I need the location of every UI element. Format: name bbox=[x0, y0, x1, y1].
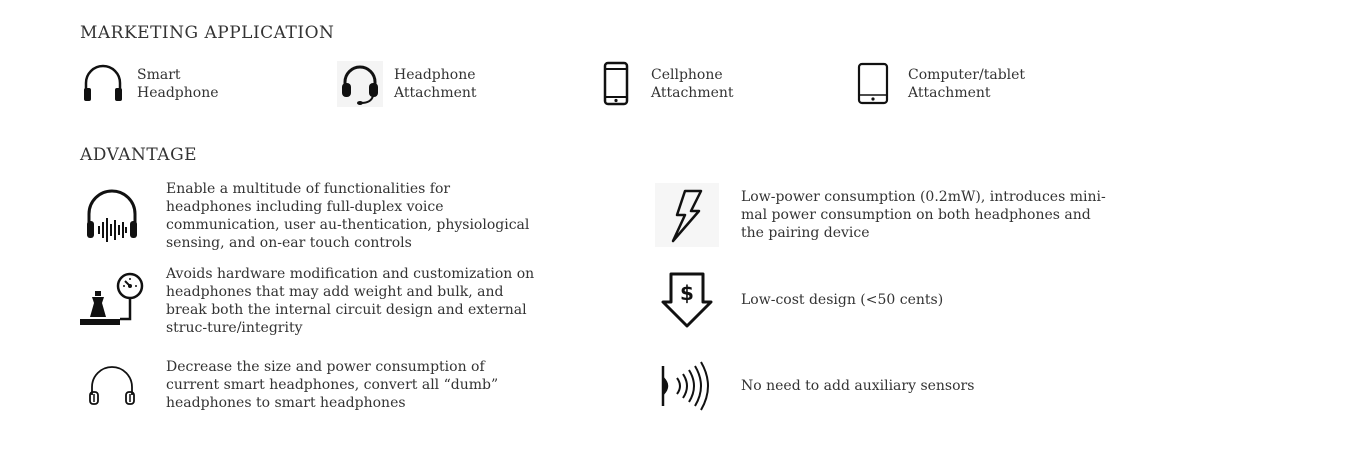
headphone-icon bbox=[80, 61, 126, 107]
advantage-text: Decrease the size and power consumption … bbox=[166, 359, 499, 411]
advantage-text: Low-power consumption (0.2mW), introduce… bbox=[741, 189, 1106, 241]
advantage-text: No need to add auxiliary sensors bbox=[741, 378, 975, 394]
advantage-item: $ Low-cost design (<50 cents) bbox=[655, 268, 1115, 332]
app-label-line2: Attachment bbox=[908, 85, 991, 101]
app-label-line1: Cellphone bbox=[651, 67, 723, 83]
headphone-soundwave-icon bbox=[80, 184, 144, 248]
tablet-icon bbox=[851, 61, 897, 107]
advantage-item: Low-power consumption (0.2mW), introduce… bbox=[655, 183, 1115, 247]
app-label-line1: Smart bbox=[137, 67, 181, 83]
app-label-line2: Attachment bbox=[651, 85, 734, 101]
app-item-cellphone-attachment: Cellphone Attachment bbox=[594, 60, 734, 108]
app-item-smart-headphone: Smart Headphone bbox=[80, 60, 219, 108]
app-item-headphone-attachment: Headphone Attachment bbox=[337, 60, 477, 108]
advantage-heading: ADVANTAGE bbox=[80, 145, 198, 165]
app-label-line2: Headphone bbox=[137, 85, 219, 101]
advantage-text: Avoids hardware modification and customi… bbox=[166, 266, 535, 336]
sound-waves-icon bbox=[655, 354, 719, 418]
marketing-heading: MARKETING APPLICATION bbox=[80, 23, 335, 43]
headphone-outline-icon bbox=[80, 355, 144, 419]
advantage-text: Enable a multitude of functionalities fo… bbox=[166, 181, 530, 251]
advantage-text: Low-cost design (<50 cents) bbox=[741, 292, 944, 308]
app-item-computer-tablet-attachment: Computer/tablet Attachment bbox=[851, 60, 1025, 108]
advantage-item: No need to add auxiliary sensors bbox=[655, 354, 1115, 418]
app-label-line1: Headphone bbox=[394, 67, 476, 83]
weight-scale-icon bbox=[80, 269, 144, 333]
advantage-item: Avoids hardware modification and customi… bbox=[80, 265, 540, 337]
lightning-icon bbox=[655, 183, 719, 247]
advantage-item: Enable a multitude of functionalities fo… bbox=[80, 180, 540, 252]
app-label-line2: Attachment bbox=[394, 85, 477, 101]
dollar-arrow-icon: $ bbox=[655, 268, 719, 332]
headset-icon bbox=[337, 61, 383, 107]
cellphone-icon bbox=[594, 61, 640, 107]
app-label-line1: Computer/tablet bbox=[908, 67, 1026, 83]
advantage-item: Decrease the size and power consumption … bbox=[80, 358, 540, 416]
svg-text:$: $ bbox=[680, 281, 694, 305]
